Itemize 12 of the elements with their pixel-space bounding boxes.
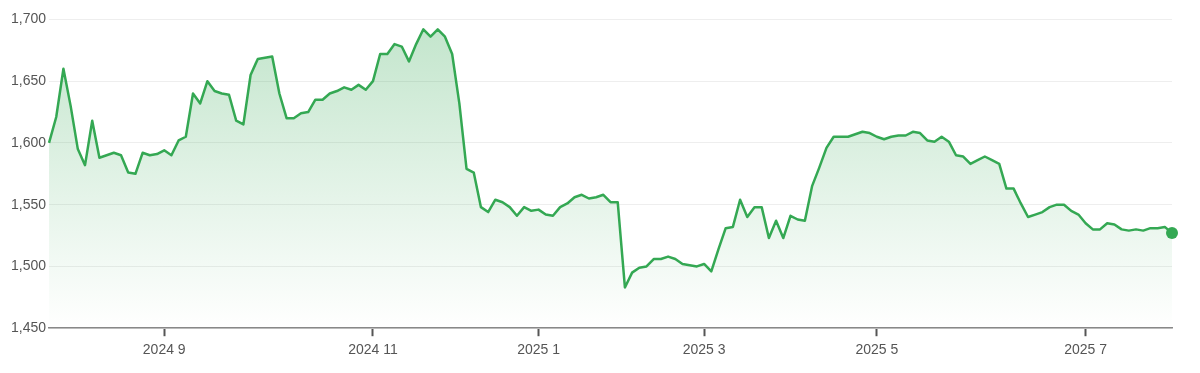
x-tick-label: 2025 5 xyxy=(855,341,899,358)
y-tick-label: 1,500 xyxy=(10,257,47,274)
y-tick-label: 1,450 xyxy=(10,319,47,336)
y-tick-label: 1,600 xyxy=(10,133,47,150)
x-tick-label: 2025 7 xyxy=(1064,341,1108,358)
y-tick-label: 1,550 xyxy=(10,195,47,212)
x-tick-label: 2025 3 xyxy=(682,341,726,358)
x-tick-label: 2025 1 xyxy=(517,341,561,358)
y-tick-label: 1,650 xyxy=(10,72,47,89)
y-tick-label: 1,700 xyxy=(10,10,47,27)
x-tick-label: 2024 11 xyxy=(348,341,398,358)
x-tick-label: 2024 9 xyxy=(142,341,186,358)
